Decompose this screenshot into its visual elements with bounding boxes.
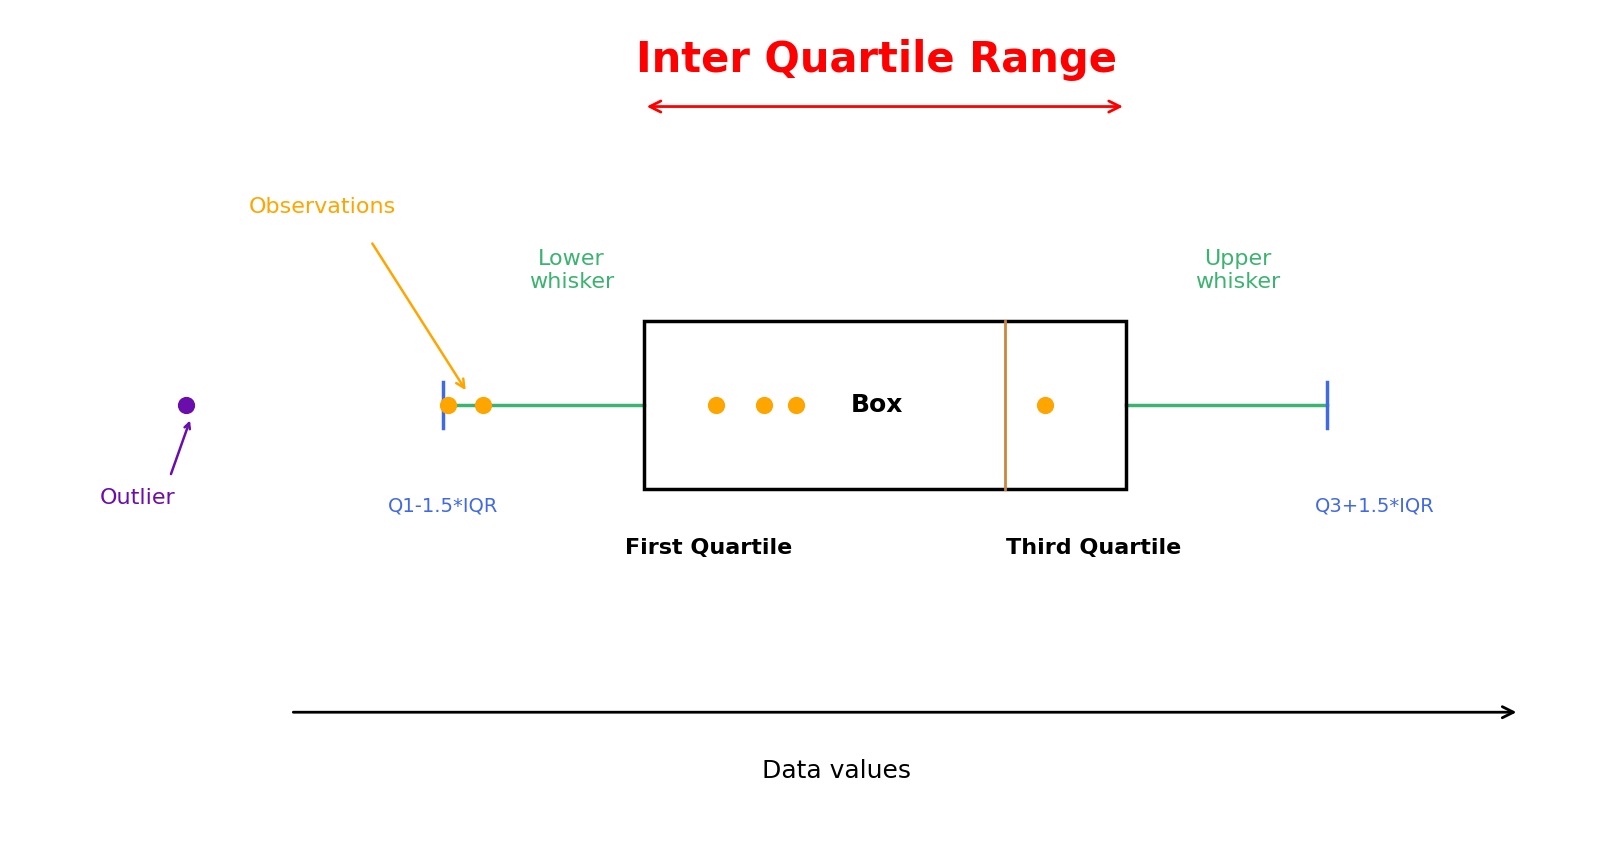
Point bbox=[784, 398, 809, 412]
Point bbox=[1033, 398, 1059, 412]
Point bbox=[174, 398, 200, 412]
Point bbox=[751, 398, 777, 412]
Text: Inter Quartile Range: Inter Quartile Range bbox=[636, 40, 1117, 81]
Text: Box: Box bbox=[851, 393, 903, 417]
Text: First Quartile: First Quartile bbox=[624, 538, 792, 558]
Point bbox=[470, 398, 496, 412]
Text: Data values: Data values bbox=[763, 759, 911, 783]
Bar bbox=[644, 321, 1126, 490]
Text: Third Quartile: Third Quartile bbox=[1006, 538, 1181, 558]
Text: Q3+1.5*IQR: Q3+1.5*IQR bbox=[1315, 496, 1435, 516]
Text: Observations: Observations bbox=[249, 197, 396, 218]
Text: Upper
whisker: Upper whisker bbox=[1195, 249, 1281, 292]
Point bbox=[434, 398, 460, 412]
Text: Q1-1.5*IQR: Q1-1.5*IQR bbox=[388, 496, 499, 516]
Text: Outlier: Outlier bbox=[100, 488, 175, 508]
Point bbox=[703, 398, 729, 412]
Text: Lower
whisker: Lower whisker bbox=[529, 249, 615, 292]
